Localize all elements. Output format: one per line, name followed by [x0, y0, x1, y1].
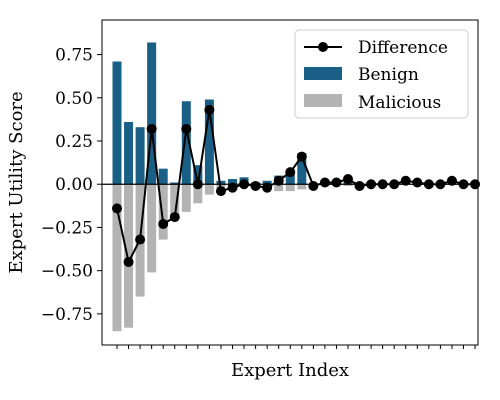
y-tick-label: 0.75: [55, 46, 93, 66]
difference-point: [354, 180, 365, 191]
legend-label-malicious: Malicious: [358, 93, 441, 113]
difference-point: [412, 177, 423, 188]
benign-bar: [204, 99, 214, 185]
benign-bar: [124, 121, 134, 185]
difference-point: [308, 180, 319, 191]
difference-point: [227, 182, 238, 193]
difference-point: [446, 175, 457, 186]
y-tick-label: −0.50: [41, 262, 93, 282]
y-tick-label: 0.00: [55, 175, 93, 195]
y-axis-label: Expert Utility Score: [6, 91, 27, 273]
difference-point: [262, 182, 273, 193]
difference-point: [423, 179, 434, 190]
benign-bar: [228, 179, 237, 185]
benign-bar: [285, 170, 295, 185]
difference-line: [112, 104, 481, 268]
difference-point: [343, 174, 353, 185]
difference-point: [470, 179, 481, 190]
benign-bar: [112, 61, 122, 185]
difference-point: [146, 123, 157, 134]
y-axis-ticks: 0.75 0.50 0.25 0.00 −0.25 −0.50 −0.75: [41, 46, 102, 325]
difference-point: [331, 177, 342, 188]
x-axis-ticks: [116, 345, 476, 349]
malicious-bar: [158, 184, 168, 240]
difference-point: [458, 179, 469, 190]
y-tick-label: −0.25: [41, 218, 93, 238]
difference-point: [123, 257, 134, 268]
malicious-bar: [147, 184, 157, 273]
difference-point: [169, 212, 180, 223]
malicious-bar: [112, 184, 122, 332]
difference-point: [158, 218, 169, 229]
difference-point: [377, 179, 388, 190]
difference-point: [250, 180, 261, 191]
benign-bar: [297, 153, 307, 185]
difference-point: [239, 179, 250, 190]
legend-item-malicious: Malicious: [304, 93, 441, 113]
malicious-bars: [112, 184, 365, 332]
benign-bar: [181, 101, 191, 185]
malicious-bar: [124, 184, 134, 328]
benign-bar: [193, 165, 203, 185]
benign-bar: [135, 127, 145, 185]
malicious-bar: [193, 184, 203, 204]
difference-point: [285, 167, 296, 178]
difference-point: [135, 234, 146, 245]
malicious-bar: [343, 184, 353, 186]
difference-point: [215, 186, 226, 197]
malicious-bar: [274, 184, 284, 192]
x-axis-label: Expert Index: [231, 360, 349, 381]
legend: Difference Benign Malicious: [294, 29, 469, 119]
legend-item-benign: Benign: [304, 65, 419, 85]
malicious-bar: [170, 184, 180, 219]
difference-point: [112, 203, 122, 214]
malicious-bar: [285, 184, 295, 192]
difference-point: [366, 179, 377, 190]
difference-point: [400, 175, 411, 186]
benign-bar: [262, 180, 272, 185]
difference-point: [192, 179, 203, 190]
malicious-bar: [204, 184, 214, 195]
y-tick-label: 0.25: [55, 132, 93, 152]
malicious-bar: [297, 184, 307, 190]
benign-bar: [147, 42, 157, 185]
y-tick-label: 0.50: [55, 89, 93, 109]
difference-point: [273, 175, 284, 186]
legend-label-difference: Difference: [358, 38, 448, 58]
legend-benign-swatch-icon: [304, 67, 342, 80]
legend-malicious-swatch-icon: [304, 94, 342, 107]
difference-point: [389, 179, 400, 190]
legend-item-difference: Difference: [304, 38, 448, 58]
difference-point: [435, 179, 446, 190]
benign-bar: [216, 180, 226, 185]
difference-point: [181, 123, 192, 134]
benign-bar: [158, 168, 168, 185]
benign-bar: [170, 182, 180, 185]
difference-point: [319, 177, 330, 188]
legend-label-benign: Benign: [358, 65, 419, 85]
y-tick-label: −0.75: [41, 305, 93, 325]
difference-point: [204, 104, 215, 115]
difference-point: [296, 151, 307, 162]
malicious-bar: [181, 184, 191, 212]
legend-difference-marker-icon: [318, 42, 328, 52]
